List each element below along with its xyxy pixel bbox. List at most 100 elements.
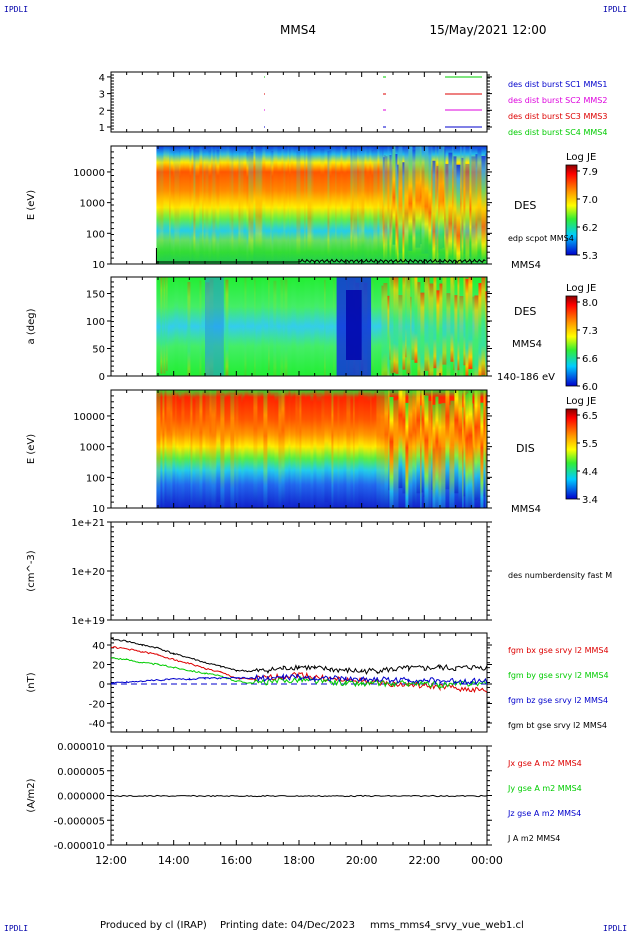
panel-des-energy: 10 100 1000 10000 E (eV) [26, 145, 492, 271]
colorbar-tick-label: 6.6 [582, 354, 598, 365]
corner-label-bottom-left: IPDLI [4, 924, 28, 933]
spectrogram-column [201, 277, 206, 372]
y-tick-label-current: -0.000010 [54, 841, 105, 852]
spectrogram-column [328, 390, 332, 506]
spectrogram-column [233, 147, 237, 264]
side-label-des-energy: DES [514, 199, 536, 212]
spectrogram-column [370, 146, 372, 262]
spectrogram-column [417, 282, 421, 376]
spectrogram-column [234, 390, 236, 506]
spectrogram-column [468, 390, 473, 508]
spectrogram-column [398, 146, 403, 254]
spectrogram-column [304, 148, 306, 264]
spectrogram-column [363, 394, 368, 508]
spectrogram-column [276, 277, 278, 372]
side-label-des-energy: edp scpot MMS4 [508, 234, 574, 243]
des-pitch-spectrogram [156, 277, 487, 376]
spectrogram-column [438, 146, 440, 254]
spectrogram-column [305, 146, 308, 263]
spectrogram-column [160, 390, 163, 503]
spectrogram-column [429, 283, 434, 376]
spectrogram-column [170, 390, 173, 508]
spectrogram-column [418, 146, 421, 248]
spectrogram-column [290, 146, 294, 262]
spectrogram-column [163, 146, 167, 259]
spectrogram-column [416, 390, 421, 494]
spectrogram-column [389, 277, 391, 360]
spectrogram-column [375, 277, 377, 376]
colorbar-dis-energy: Log JE 6.5 5.5 4.4 3.4 [565, 396, 598, 506]
spectrogram-column [485, 406, 487, 508]
spectrogram-column [414, 277, 418, 363]
spectrogram-column [483, 390, 486, 497]
spectrogram-column [333, 390, 338, 508]
spectrogram-column [339, 392, 344, 508]
spectrogram-column [485, 291, 487, 376]
spectrogram-column [352, 146, 354, 259]
spectrogram-column [166, 390, 171, 503]
colorbar-tick-label: 8.0 [582, 298, 598, 309]
spectrogram-column [261, 146, 263, 263]
spectrogram-column [347, 146, 351, 260]
spacecraft-title: MMS4 [280, 23, 316, 37]
spectrogram-column [377, 277, 382, 375]
panel-density: 1e+21 1e+20 1e+19 (cm^-3) [26, 518, 492, 627]
spectrogram-column [469, 146, 472, 257]
spectrogram-column [436, 290, 440, 376]
colorbar-title: Log JE [566, 396, 596, 407]
spectrogram-column [310, 394, 314, 508]
spectrogram-column [251, 277, 255, 375]
legend-current-2: Jz gse A m2 MMS4 [507, 809, 581, 818]
spectrogram-column [322, 277, 325, 376]
spectrogram-column [358, 390, 361, 505]
side-label-des-pitch: MMS4 [512, 339, 542, 350]
side-label-des-energy: MMS4 [511, 260, 541, 271]
spectrogram-column [162, 279, 164, 376]
spectrogram-column [452, 146, 454, 250]
spectrogram-column [211, 146, 213, 260]
spectrogram-column [295, 278, 297, 376]
spectrogram-column [445, 390, 450, 490]
colorbar-tick-label: 4.4 [582, 467, 598, 478]
footer-printing-date: Printing date: 04/Dec/2023 [220, 920, 355, 931]
legend-current-0: Jx gse A m2 MMS4 [507, 759, 582, 768]
spectrogram-column [169, 146, 171, 259]
spectrogram-column [364, 146, 366, 261]
spectrogram-column [299, 278, 301, 376]
spectrogram-column [171, 146, 174, 264]
spectrogram-column [336, 147, 341, 264]
spectrogram-column [199, 146, 203, 259]
spectrogram-column [383, 283, 388, 376]
legend-current-1: Jy gse A m2 MMS4 [507, 784, 582, 793]
spectrogram-column [408, 390, 410, 508]
spectrogram-column [408, 146, 413, 251]
spectrogram-column [474, 390, 478, 501]
spectrogram-column [205, 393, 210, 508]
spectrogram-column [477, 390, 479, 500]
spectrogram-column [324, 390, 329, 503]
spectrogram-column [475, 154, 478, 264]
spectrogram-column [317, 146, 321, 264]
y-axis-label-des-pitch: a (deg) [26, 308, 37, 344]
x-tick-label: 16:00 [220, 854, 252, 867]
corner-label-top-right: IPDLI [603, 5, 627, 14]
spectrogram-column [399, 390, 403, 489]
spectrogram-column [199, 390, 203, 506]
spectrogram-column [471, 156, 476, 264]
spectrogram-column [178, 277, 181, 375]
spectrogram-column [289, 148, 291, 264]
fgm-series-3 [111, 672, 487, 685]
spectrogram-column [281, 390, 285, 504]
x-tick-label: 00:00 [471, 854, 503, 867]
spectrogram-column [382, 146, 384, 264]
spectrogram-column [287, 281, 292, 376]
y-tick-label-des-energy: 1000 [80, 199, 105, 210]
spectrogram-column [331, 146, 336, 263]
spectrogram-column [367, 394, 371, 508]
fgm-lines [111, 638, 487, 694]
spectrogram-column [428, 277, 430, 376]
spectrogram-column [405, 277, 407, 358]
spectrogram-column [473, 408, 475, 508]
spectrogram-column [319, 280, 323, 376]
spectrogram-column [268, 277, 270, 371]
